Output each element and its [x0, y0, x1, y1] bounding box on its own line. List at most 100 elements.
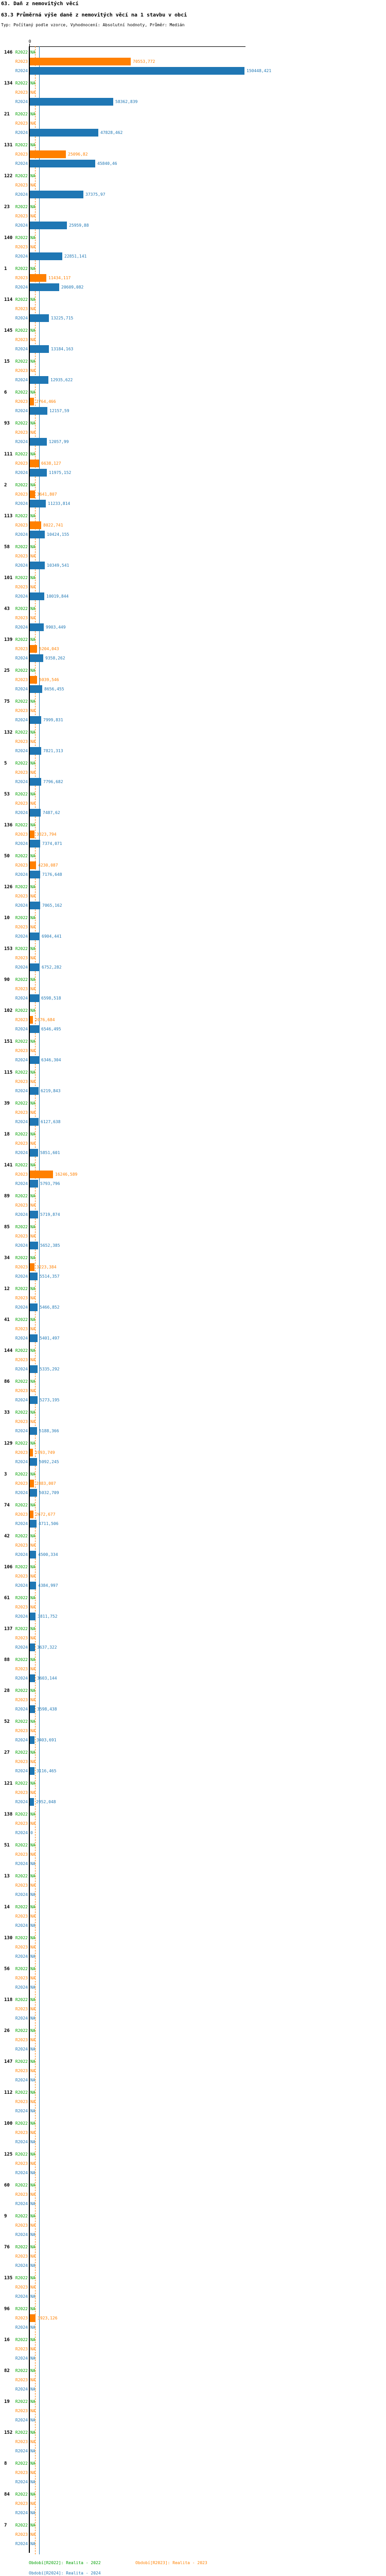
value-label: 150448,421	[247, 69, 272, 73]
series-label-r2023: R2023	[15, 739, 28, 744]
value-label-na: NA	[30, 2161, 36, 2166]
value-label-na: NA	[30, 368, 36, 373]
value-label-na: NA	[30, 699, 36, 704]
value-label-na: NA	[30, 637, 36, 642]
series-label-r2024: R2024	[15, 1645, 28, 1650]
value-label: 13225,715	[51, 316, 74, 320]
series-label-r2023: R2023	[15, 307, 28, 311]
bar-group-113: 113 R2022 NA R2023 8022,741 R2024 10424,155	[0, 512, 386, 543]
group-id-label: 28	[4, 1688, 10, 1693]
bar-r2024	[30, 809, 41, 817]
bar-r2024	[30, 438, 47, 446]
bar-group-82: 82 R2022 NA R2023 NA R2024 NA	[0, 2366, 386, 2397]
value-label-na: NA	[30, 1327, 36, 1331]
bar-r2024	[30, 1056, 39, 1064]
value-label-na: NA	[30, 1759, 36, 1764]
value-label-na: NA	[30, 2337, 36, 2342]
series-label-r2024: R2024	[15, 965, 28, 970]
bar-r2024	[30, 778, 41, 786]
bar-r2024	[30, 314, 49, 322]
value-label: 5851,601	[40, 1150, 60, 1155]
value-label-na: NA	[30, 1225, 36, 1229]
series-label-r2023: R2023	[15, 1388, 28, 1393]
bar-r2023	[30, 490, 35, 498]
series-label-r2023: R2023	[15, 1883, 28, 1888]
value-label-na: NA	[30, 2285, 36, 2290]
bar-r2024	[30, 129, 98, 137]
value-label-na: NA	[30, 1883, 36, 1888]
bar-group-137: 137 R2022 NA R2023 NA R2024 3637,322	[0, 1624, 386, 1655]
series-label-r2024: R2024	[15, 2109, 28, 2113]
value-label-na: NA	[30, 2090, 36, 2095]
bar-group-26: 26 R2022 NA R2023 NA R2024 NA	[0, 2026, 386, 2057]
series-label-r2022: R2022	[15, 1039, 28, 1044]
series-label-r2023: R2023	[15, 121, 28, 126]
value-label: 10019,844	[46, 594, 69, 599]
series-label-r2022: R2022	[15, 1441, 28, 1446]
bar-group-34: 34 R2022 NA R2023 3223,384 R2024 5514,357	[0, 1253, 386, 1284]
bar-r2023	[30, 1171, 53, 1178]
group-id-label: 51	[4, 1843, 10, 1848]
value-label: 37375,97	[85, 192, 106, 197]
series-label-r2022: R2022	[15, 1008, 28, 1013]
bar-group-60: 60 R2022 NA R2023 NA R2024 NA	[0, 2181, 386, 2212]
bar-group-147: 147 R2022 NA R2023 NA R2024 NA	[0, 2057, 386, 2088]
value-label: 5466,852	[40, 1305, 60, 1310]
bar-r2024	[30, 67, 244, 75]
bar-r2024	[30, 871, 40, 878]
series-label-r2024: R2024	[15, 1490, 28, 1495]
series-label-r2022: R2022	[15, 1101, 28, 1106]
series-label-r2022: R2022	[15, 1379, 28, 1384]
bar-group-145: 145 R2022 NA R2023 NA R2024 13184,163	[0, 326, 386, 357]
value-label-na: NA	[30, 183, 36, 188]
value-label-na: NA	[30, 1008, 36, 1013]
value-label-na: NA	[30, 1296, 36, 1300]
value-label: 3223,384	[37, 1265, 57, 1269]
series-label-r2022: R2022	[15, 421, 28, 426]
bar-r2023	[30, 1511, 33, 1518]
value-label: 5652,385	[40, 1243, 60, 1248]
series-label-r2024: R2024	[15, 1460, 28, 1464]
value-label: 6752,282	[42, 965, 62, 970]
series-label-r2024: R2024	[15, 1614, 28, 1619]
bar-group-25: 25 R2022 NA R2023 5039,546 R2024 8656,455	[0, 666, 386, 697]
value-label-na: NA	[30, 792, 36, 796]
bar-r2024	[30, 469, 47, 477]
value-label: 6346,304	[41, 1058, 61, 1062]
value-label: 4230,087	[38, 863, 58, 868]
bar-group-12: 12 R2022 NA R2023 NA R2024 5466,852	[0, 1284, 386, 1315]
bar-r2024	[30, 252, 62, 260]
group-id-label: 12	[4, 1286, 10, 1292]
series-label-r2024: R2024	[15, 2078, 28, 2082]
value-label-na: NA	[30, 337, 36, 342]
series-label-r2024: R2024	[15, 285, 28, 290]
series-label-r2024: R2024	[15, 2418, 28, 2422]
value-label-na: NA	[30, 1079, 36, 1084]
group-id-label: 58	[4, 545, 10, 550]
value-label: 25959,88	[69, 223, 89, 228]
value-label-na: NA	[30, 2276, 36, 2280]
value-label-na: NA	[30, 2028, 36, 2033]
value-label-na: NA	[30, 1101, 36, 1106]
series-label-r2024: R2024	[15, 2511, 28, 2515]
value-label-na: NA	[30, 1719, 36, 1724]
value-label-na: NA	[30, 2492, 36, 2497]
series-label-r2024: R2024	[15, 656, 28, 660]
x-axis-tick-mark	[29, 44, 30, 46]
series-label-r2022: R2022	[15, 235, 28, 240]
bar-r2024	[30, 1798, 34, 1806]
series-label-r2023: R2023	[15, 1605, 28, 1609]
group-id-label: 138	[4, 1812, 13, 1817]
bar-r2024	[30, 716, 41, 724]
value-label-na: NA	[30, 1543, 36, 1548]
value-label-na: NA	[30, 2449, 36, 2453]
group-id-label: 122	[4, 174, 13, 179]
legend-period-r2023: Období[R2023]: Realita - 2023	[135, 2561, 207, 2565]
bar-group-33: 33 R2022 NA R2023 NA R2024 5188,366	[0, 1408, 386, 1439]
series-label-r2023: R2023	[15, 1172, 28, 1177]
group-id-label: 43	[4, 606, 10, 612]
bar-r2024	[30, 407, 47, 415]
bar-group-58: 58 R2022 NA R2023 NA R2024 10349,541	[0, 543, 386, 573]
series-label-r2024: R2024	[15, 532, 28, 537]
